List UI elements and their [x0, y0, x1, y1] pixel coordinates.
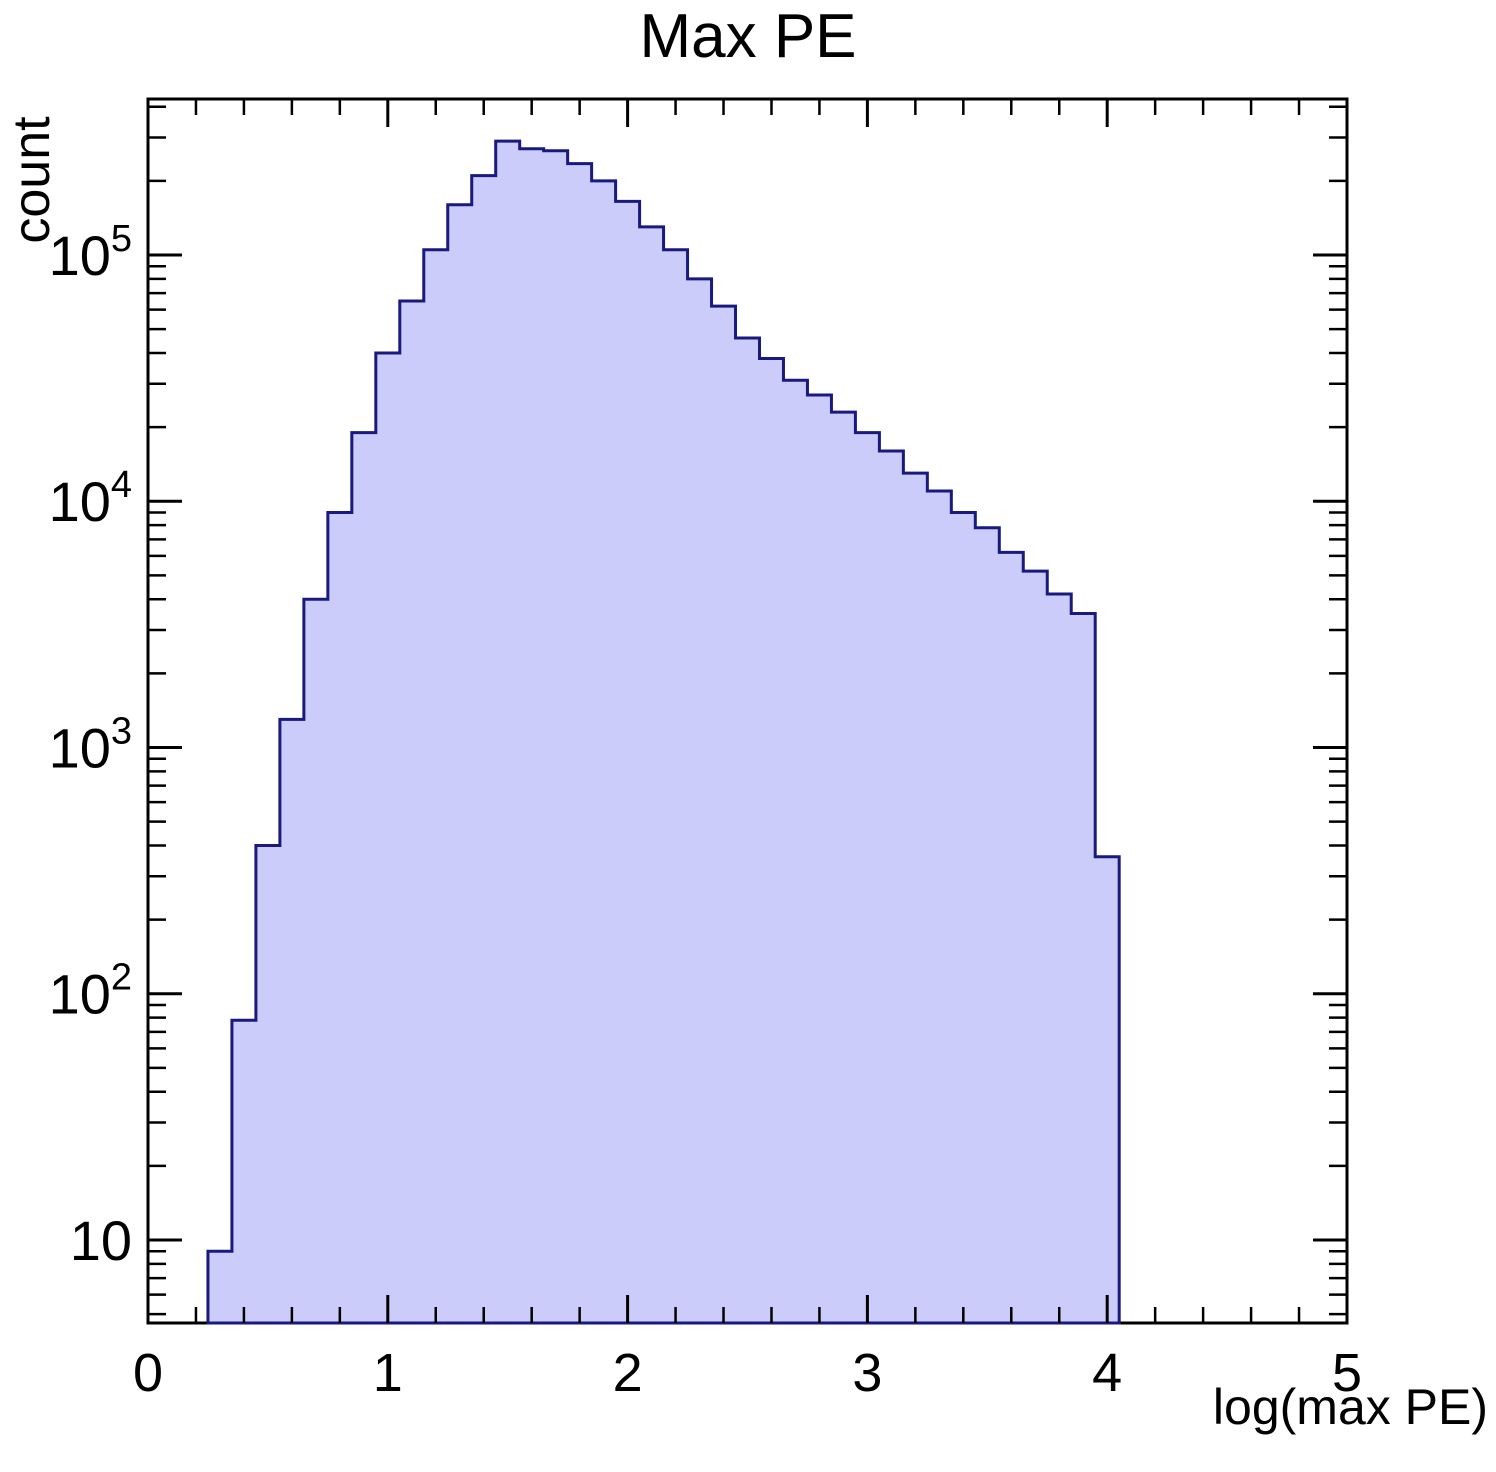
y-axis-ticks: [148, 105, 1347, 1316]
x-axis-label: log(max PE): [1212, 1379, 1488, 1435]
x-tick-label: 2: [613, 1343, 643, 1403]
page-title: Max PE: [639, 2, 857, 71]
y-axis-tick-labels: 10 102 103 104 105: [49, 218, 132, 1272]
x-axis-ticks: [146, 99, 1349, 1323]
y-tick-label: 103: [49, 710, 132, 779]
y-tick-label: 104: [49, 464, 132, 533]
histogram-steps: [206, 139, 1121, 1325]
x-tick-label: 3: [852, 1343, 882, 1403]
x-axis-tick-labels: 0 1 2 3 4 5: [133, 1343, 1362, 1403]
x-tick-label: 1: [373, 1343, 403, 1403]
x-tick-label: 0: [133, 1343, 163, 1403]
y-tick-label: 105: [49, 218, 132, 287]
y-tick-label: 10: [70, 1209, 132, 1272]
x-tick-label: 5: [1332, 1343, 1362, 1403]
x-tick-label: 4: [1092, 1343, 1122, 1403]
y-tick-label: 102: [49, 957, 132, 1026]
